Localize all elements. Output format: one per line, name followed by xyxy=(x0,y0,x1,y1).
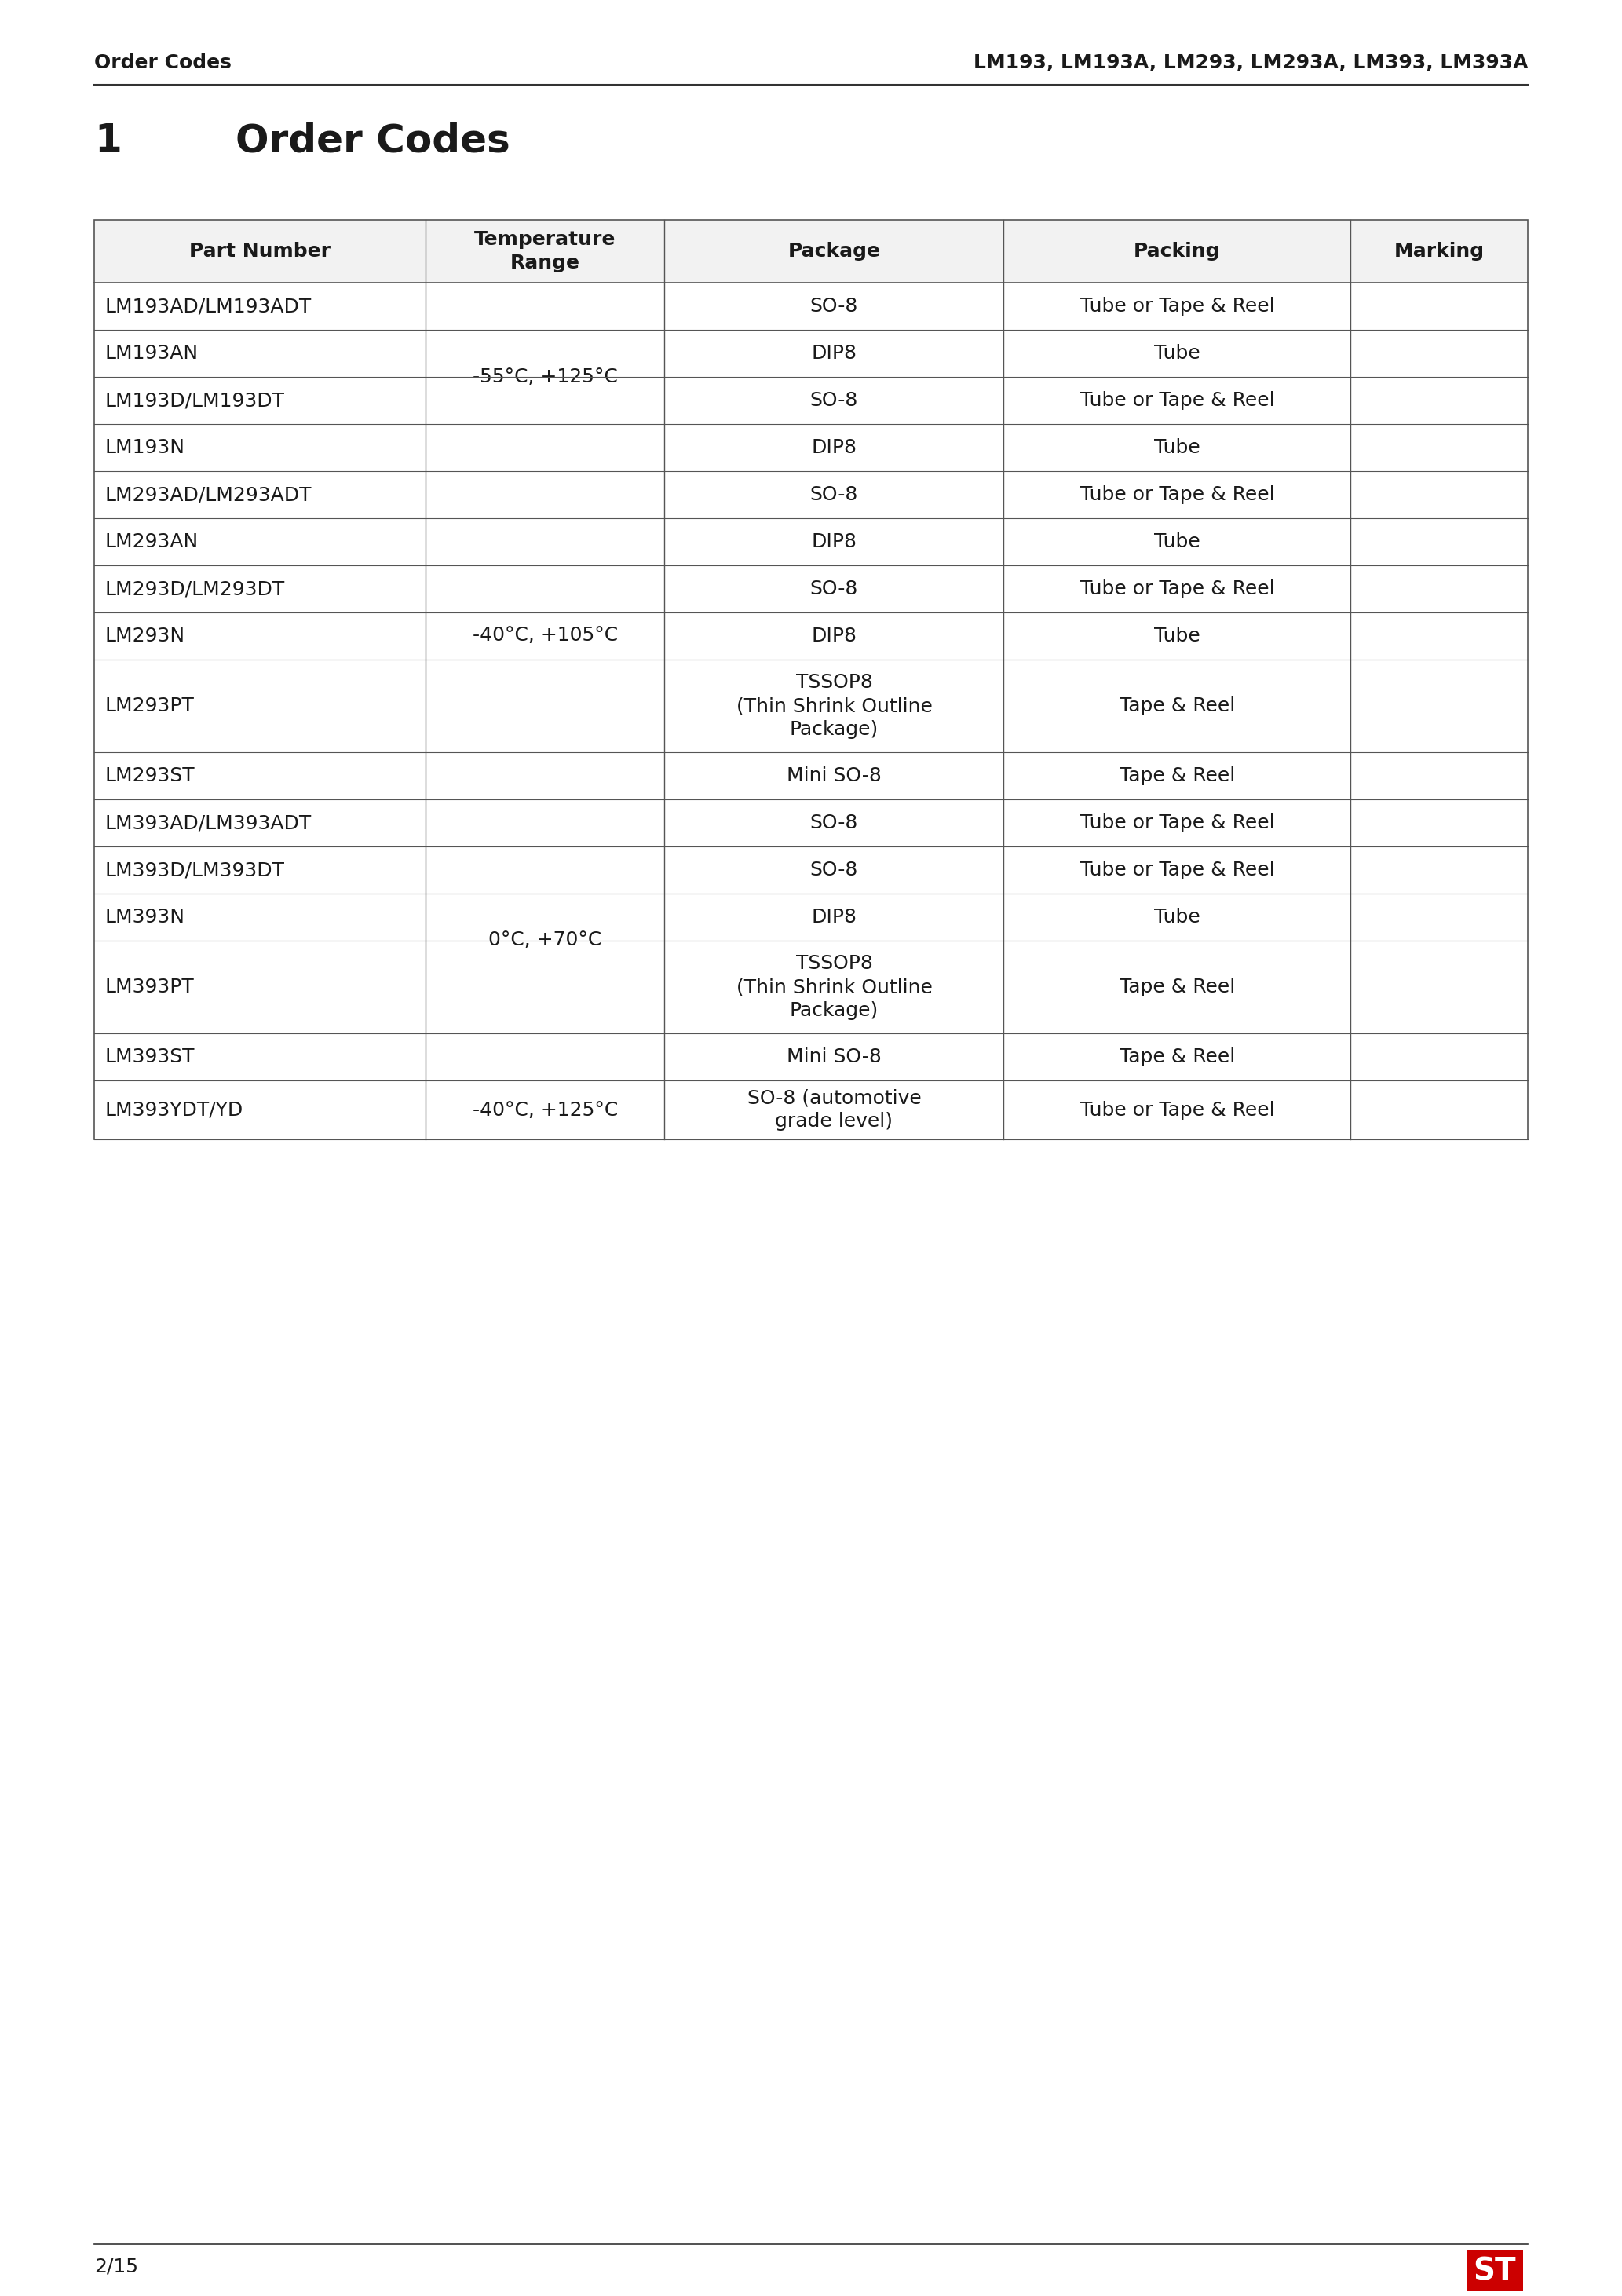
Text: TSSOP8
(Thin Shrink Outline
Package): TSSOP8 (Thin Shrink Outline Package) xyxy=(736,673,933,739)
Text: SO-8: SO-8 xyxy=(809,390,858,411)
Text: LM193AD/LM193ADT: LM193AD/LM193ADT xyxy=(105,296,311,315)
Text: DIP8: DIP8 xyxy=(811,627,856,645)
Text: SO-8: SO-8 xyxy=(809,813,858,833)
Text: Order Codes: Order Codes xyxy=(94,53,232,71)
Text: LM293AD/LM293ADT: LM293AD/LM293ADT xyxy=(105,484,311,505)
Text: 0°C, +70°C: 0°C, +70°C xyxy=(488,930,602,948)
Text: Package: Package xyxy=(788,241,881,262)
Text: Mini SO-8: Mini SO-8 xyxy=(787,767,882,785)
Text: SO-8: SO-8 xyxy=(809,296,858,315)
Text: Marking: Marking xyxy=(1393,241,1484,262)
Text: 1: 1 xyxy=(94,122,122,158)
Text: SO-8: SO-8 xyxy=(809,579,858,599)
Text: Tube: Tube xyxy=(1153,344,1200,363)
Text: Tape & Reel: Tape & Reel xyxy=(1119,1047,1234,1065)
Text: Temperature
Range: Temperature Range xyxy=(474,230,616,273)
Bar xyxy=(94,220,1528,1139)
Text: Packing: Packing xyxy=(1134,241,1220,262)
Text: Tube or Tape & Reel: Tube or Tape & Reel xyxy=(1080,484,1275,505)
Text: LM293PT: LM293PT xyxy=(105,696,195,716)
Text: Tube or Tape & Reel: Tube or Tape & Reel xyxy=(1080,1100,1275,1120)
Text: Part Number: Part Number xyxy=(190,241,331,262)
Text: DIP8: DIP8 xyxy=(811,439,856,457)
Text: DIP8: DIP8 xyxy=(811,907,856,928)
Text: Order Codes: Order Codes xyxy=(235,122,509,158)
Text: Tube: Tube xyxy=(1153,627,1200,645)
Text: Tape & Reel: Tape & Reel xyxy=(1119,767,1234,785)
Text: Tube or Tape & Reel: Tube or Tape & Reel xyxy=(1080,579,1275,599)
Bar xyxy=(94,220,1528,282)
Text: Tube: Tube xyxy=(1153,907,1200,928)
Text: LM393AD/LM393ADT: LM393AD/LM393ADT xyxy=(105,813,311,833)
Text: LM393D/LM393DT: LM393D/LM393DT xyxy=(105,861,285,879)
Text: LM293N: LM293N xyxy=(105,627,185,645)
Text: Tube or Tape & Reel: Tube or Tape & Reel xyxy=(1080,813,1275,833)
Text: Tape & Reel: Tape & Reel xyxy=(1119,696,1234,716)
Text: LM393YDT/YD: LM393YDT/YD xyxy=(105,1100,243,1120)
Text: Tube or Tape & Reel: Tube or Tape & Reel xyxy=(1080,861,1275,879)
Text: LM293ST: LM293ST xyxy=(105,767,195,785)
Text: LM293AN: LM293AN xyxy=(105,533,200,551)
Text: DIP8: DIP8 xyxy=(811,344,856,363)
Text: Tube: Tube xyxy=(1153,533,1200,551)
Text: LM393N: LM393N xyxy=(105,907,185,928)
Text: TSSOP8
(Thin Shrink Outline
Package): TSSOP8 (Thin Shrink Outline Package) xyxy=(736,955,933,1019)
Text: Tube: Tube xyxy=(1153,439,1200,457)
Text: LM193AN: LM193AN xyxy=(105,344,200,363)
Text: Mini SO-8: Mini SO-8 xyxy=(787,1047,882,1065)
Text: Tape & Reel: Tape & Reel xyxy=(1119,978,1234,996)
Text: ST: ST xyxy=(1473,2257,1517,2287)
Text: Tube or Tape & Reel: Tube or Tape & Reel xyxy=(1080,296,1275,315)
Text: -40°C, +105°C: -40°C, +105°C xyxy=(472,627,618,645)
Text: 2/15: 2/15 xyxy=(94,2257,138,2275)
Text: -55°C, +125°C: -55°C, +125°C xyxy=(472,367,618,386)
Text: LM293D/LM293DT: LM293D/LM293DT xyxy=(105,579,285,599)
FancyBboxPatch shape xyxy=(1466,2250,1523,2291)
Text: LM193D/LM193DT: LM193D/LM193DT xyxy=(105,390,285,411)
Text: -40°C, +125°C: -40°C, +125°C xyxy=(472,1100,618,1120)
Text: Tube or Tape & Reel: Tube or Tape & Reel xyxy=(1080,390,1275,411)
Text: DIP8: DIP8 xyxy=(811,533,856,551)
Text: LM393PT: LM393PT xyxy=(105,978,195,996)
Text: LM193N: LM193N xyxy=(105,439,185,457)
Text: SO-8: SO-8 xyxy=(809,861,858,879)
Text: SO-8 (automotive
grade level): SO-8 (automotive grade level) xyxy=(748,1088,921,1132)
Text: LM393ST: LM393ST xyxy=(105,1047,195,1065)
Text: LM193, LM193A, LM293, LM293A, LM393, LM393A: LM193, LM193A, LM293, LM293A, LM393, LM3… xyxy=(973,53,1528,71)
Text: SO-8: SO-8 xyxy=(809,484,858,505)
